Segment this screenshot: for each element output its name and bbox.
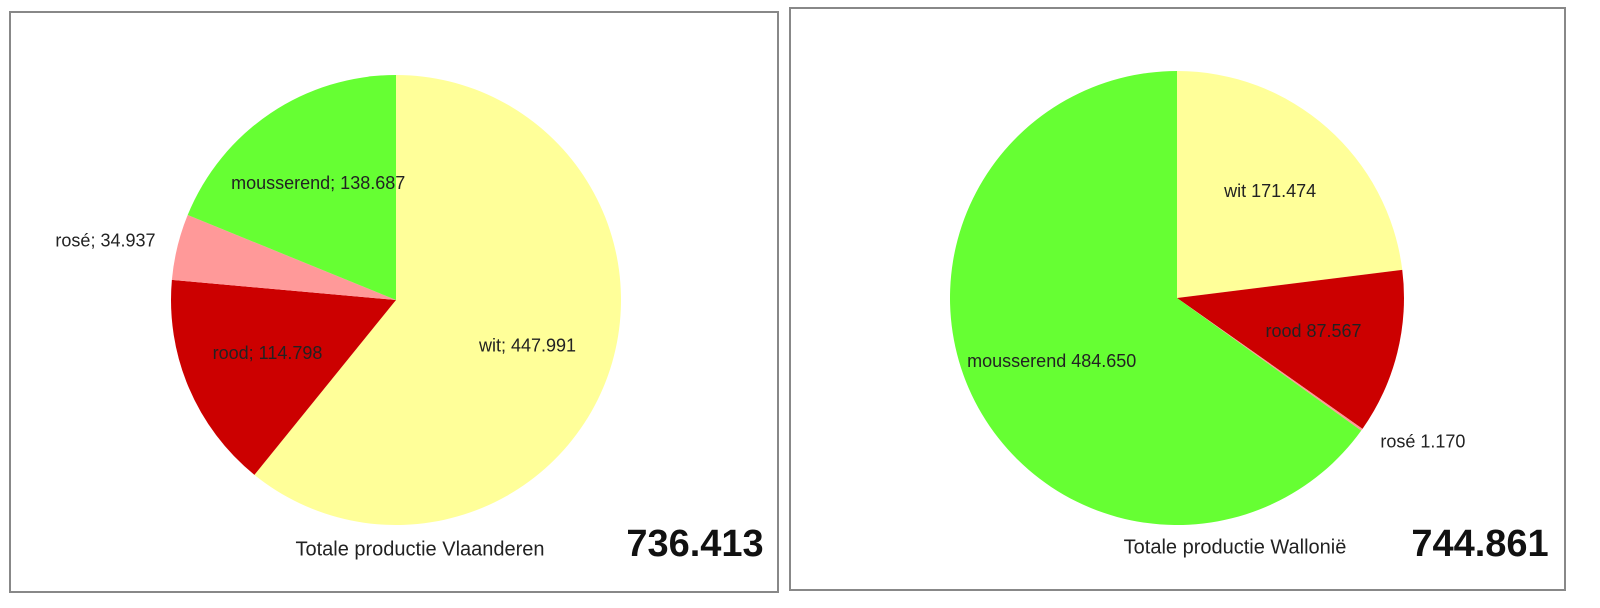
slice-label: wit; 447.991	[478, 335, 576, 355]
pie-slice	[1177, 71, 1403, 298]
pie-slice	[1177, 269, 1404, 429]
slice-label: rosé 1.170	[1380, 432, 1465, 452]
slice-label: mousserend; 138.687	[231, 173, 405, 193]
pie-slice	[171, 279, 396, 475]
pie-slice	[187, 75, 396, 300]
slice-label: wit 171.474	[1223, 181, 1316, 201]
total-value: 744.861	[1411, 523, 1548, 565]
slice-label: mousserend 484.650	[967, 351, 1136, 371]
pie-slice	[254, 75, 622, 525]
slice-label: rosé; 34.937	[55, 230, 155, 250]
chart-title: Totale productie Wallonië	[1124, 536, 1347, 558]
pie-slice	[171, 214, 396, 300]
chart-title: Totale productie Vlaanderen	[295, 538, 544, 560]
total-value: 736.413	[626, 523, 763, 565]
pie-slice	[1177, 298, 1363, 431]
pie-slice	[949, 71, 1362, 525]
slice-label: rood; 114.798	[213, 343, 323, 363]
slice-label: rood 87.567	[1265, 321, 1361, 341]
